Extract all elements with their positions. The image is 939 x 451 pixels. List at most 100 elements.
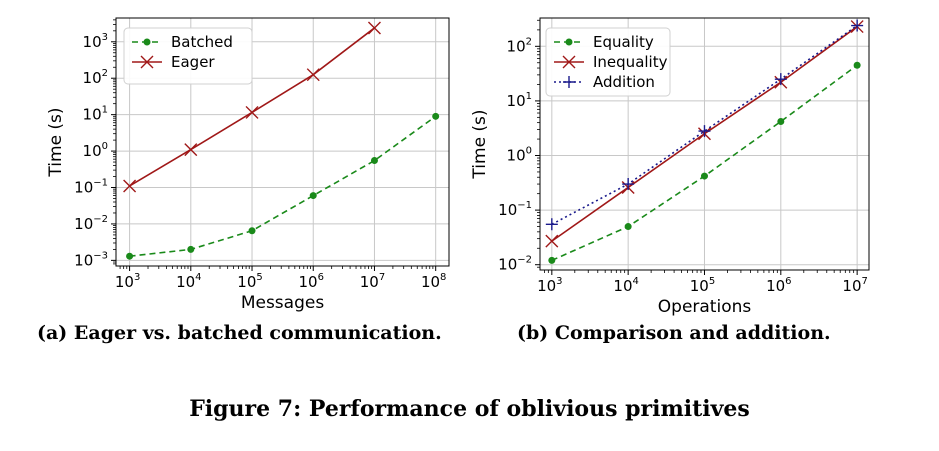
tick-label-exp: 3: [556, 276, 562, 287]
subcaption-b: (b) Comparison and addition.: [517, 322, 831, 344]
tick-label-base: 10: [115, 273, 134, 291]
legend-label-batched: Batched: [171, 33, 233, 51]
subcaption-a: (a) Eager vs. batched communication.: [37, 322, 442, 344]
tick-label-y-4: 101: [83, 105, 108, 124]
tick-label-exp: 2: [102, 68, 108, 79]
tick-label-base: 10: [421, 273, 440, 291]
tick-label-y-1: 10−2: [74, 214, 108, 233]
tick-label-x-4: 107: [360, 272, 385, 291]
tick-label-exp: 4: [633, 276, 639, 287]
tick-label-base: 10: [237, 273, 256, 291]
tick-label-x-1: 104: [613, 276, 638, 295]
tick-label-exp: −2: [517, 255, 532, 266]
tick-label-base: 10: [498, 201, 517, 219]
legend: Equality Inequality Addition: [545, 27, 671, 97]
data-point-addition-1: [622, 178, 635, 191]
tick-label-y-2: 10−1: [74, 178, 108, 197]
tick-label-x-3: 106: [766, 276, 791, 295]
tick-label-base: 10: [74, 251, 93, 269]
tick-label-y-0: 10−2: [498, 255, 532, 274]
data-point-addition-0: [545, 218, 558, 231]
x-axis-label: Operations: [658, 297, 752, 317]
plot-frame: [115, 17, 450, 267]
tick-label-base: 10: [613, 277, 632, 295]
tick-label-y-6: 103: [83, 32, 108, 51]
tick-label-base: 10: [83, 69, 102, 87]
series-eager: [123, 21, 381, 193]
tick-label-y-1: 10−1: [498, 200, 532, 219]
tick-label-base: 10: [83, 106, 102, 124]
legend-label-addition: Addition: [593, 73, 655, 91]
tick-label-exp: −2: [93, 214, 108, 225]
tick-label-base: 10: [83, 33, 102, 51]
data-point-equality-1: [624, 223, 632, 231]
data-point-equality-0: [548, 256, 556, 264]
tick-label-exp: −1: [93, 178, 108, 189]
y-axis-label: Time (s): [46, 107, 66, 177]
tick-label-exp: 7: [379, 272, 385, 283]
figure-caption: Figure 7: Performance of oblivious primi…: [189, 396, 750, 422]
series-batched: [126, 112, 440, 260]
tick-label-y-3: 100: [83, 141, 108, 160]
tick-label-y-3: 101: [507, 91, 532, 110]
tick-label-exp: 6: [318, 272, 324, 283]
tick-label-x-2: 105: [237, 272, 262, 291]
legend-marker-batched: [143, 38, 151, 46]
tick-label-base: 10: [360, 273, 379, 291]
tick-label-base: 10: [766, 277, 785, 295]
tick-label-y-2: 100: [507, 146, 532, 165]
tick-label-exp: 0: [102, 141, 108, 152]
data-point-equality-2: [700, 172, 708, 180]
tick-label-exp: 0: [526, 146, 532, 157]
tick-label-exp: 6: [785, 276, 791, 287]
tick-label-exp: 1: [102, 105, 108, 116]
tick-label-x-0: 103: [115, 272, 140, 291]
tick-label-base: 10: [83, 142, 102, 160]
legend: Batched Eager: [123, 27, 253, 85]
data-point-inequality-0: [545, 234, 559, 248]
tick-label-base: 10: [74, 215, 93, 233]
data-point-eager-3: [306, 68, 320, 82]
tick-label-exp: −3: [93, 250, 108, 261]
data-point-batched-0: [126, 252, 134, 260]
tick-label-base: 10: [299, 273, 318, 291]
tick-label-exp: 5: [709, 276, 715, 287]
tick-label-exp: 1: [526, 91, 532, 102]
tick-label-x-1: 104: [176, 272, 201, 291]
y-axis-label: Time (s): [470, 109, 490, 179]
tick-label-base: 10: [74, 179, 93, 197]
tick-label-y-0: 10−3: [74, 250, 108, 269]
tick-label-base: 10: [537, 277, 556, 295]
data-point-equality-3: [777, 117, 785, 125]
data-point-eager-4: [367, 21, 381, 35]
legend-marker-addition: [563, 76, 575, 88]
data-point-batched-2: [248, 227, 256, 235]
data-point-batched-4: [370, 157, 378, 165]
tick-label-exp: −1: [517, 200, 532, 211]
data-point-equality-4: [853, 61, 861, 69]
tick-label-x-0: 103: [537, 276, 562, 295]
legend-label-inequality: Inequality: [593, 53, 668, 71]
chart-1: 103 104 105 106 10710−210−1100101102Operatio…: [470, 17, 870, 317]
legend-box: [545, 27, 671, 97]
tick-label-base: 10: [507, 37, 526, 55]
tick-label-base: 10: [690, 277, 709, 295]
legend-marker-eager: [140, 55, 154, 69]
data-point-batched-5: [432, 112, 440, 120]
tick-label-exp: 8: [440, 272, 446, 283]
data-point-addition-2: [698, 125, 711, 138]
data-point-eager-1: [184, 143, 198, 157]
series-addition: [545, 19, 864, 231]
legend-marker-equality: [565, 38, 573, 46]
tick-label-x-4: 107: [842, 276, 867, 295]
tick-label-base: 10: [507, 92, 526, 110]
tick-label-exp: 2: [526, 36, 532, 47]
data-point-eager-0: [123, 179, 137, 193]
plot-frame: [539, 17, 870, 271]
tick-label-exp: 3: [134, 272, 140, 283]
tick-label-exp: 4: [195, 272, 201, 283]
data-point-addition-4: [851, 19, 864, 32]
tick-label-y-5: 102: [83, 68, 108, 87]
tick-label-exp: 3: [102, 32, 108, 43]
